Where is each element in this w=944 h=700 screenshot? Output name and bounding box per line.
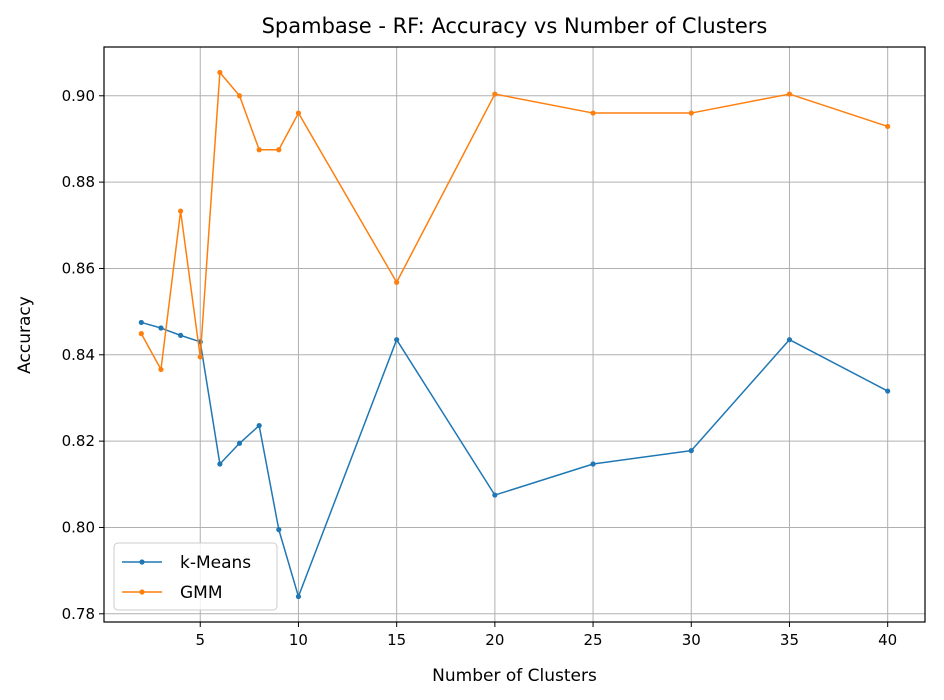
data-point-k-means [885,388,891,394]
legend-label-gmm: GMM [180,583,223,603]
x-tick-label: 25 [584,631,603,649]
data-point-k-means [786,337,793,343]
x-tick-label: 40 [878,631,897,649]
data-point-k-means [138,319,144,326]
y-tick-label: 0.80 [62,518,95,536]
y-tick-label: 0.88 [62,173,95,191]
legend-label-k-means: k-Means [180,553,251,573]
x-tick-label: 30 [682,631,701,649]
data-point-gmm [276,147,282,153]
data-point-k-means [394,337,400,343]
data-point-k-means [236,440,243,446]
data-point-k-means [158,325,164,331]
x-tick-label: 35 [780,631,799,649]
data-point-gmm [590,110,596,116]
series-layer [138,69,891,600]
legend: k-Means GMM [113,542,278,611]
data-point-gmm [394,279,400,285]
data-point-k-means [688,448,694,454]
data-point-k-means [492,492,498,498]
data-point-k-means [295,593,302,600]
data-point-k-means [276,527,282,533]
y-tick-label: 0.82 [62,432,95,450]
y-tick-label: 0.78 [62,605,95,623]
legend-marker-gmm [139,589,145,595]
data-point-gmm [138,331,144,337]
data-point-gmm [885,123,891,130]
data-point-k-means [178,332,184,338]
data-point-k-means [217,461,223,467]
y-axis-label: Accuracy [15,296,35,374]
data-point-gmm [492,91,498,97]
x-tick-label: 10 [289,631,308,649]
series-gmm [138,69,891,373]
x-tick-label: 5 [195,631,205,649]
data-point-gmm [236,93,243,99]
legend-box [113,542,278,611]
x-tick-label: 20 [485,631,504,649]
x-axis-label: Number of Clusters [432,666,597,686]
y-tick-label: 0.90 [62,87,95,105]
data-point-gmm [217,69,223,76]
data-point-gmm [688,110,694,116]
data-point-k-means [590,461,596,467]
ticks: 5 10 15 20 25 30 35 40 0.78 0.80 0.82 0.84 0.86 0.88 0… [62,87,898,649]
x-tick-label: 15 [387,631,406,649]
series-k-means [138,319,891,600]
data-point-gmm [178,208,184,214]
legend-marker-k-means [139,559,145,565]
data-point-gmm [197,354,203,360]
data-point-gmm [158,366,164,373]
y-tick-label: 0.84 [62,346,95,364]
data-point-k-means [256,422,262,429]
data-point-gmm [256,147,262,153]
data-point-gmm [786,91,793,97]
grid [104,47,925,622]
data-point-gmm [295,110,302,116]
chart-title: Spambase - RF: Accuracy vs Number of Clu… [262,14,768,38]
y-tick-label: 0.86 [62,259,95,277]
plot-frame [103,46,926,623]
